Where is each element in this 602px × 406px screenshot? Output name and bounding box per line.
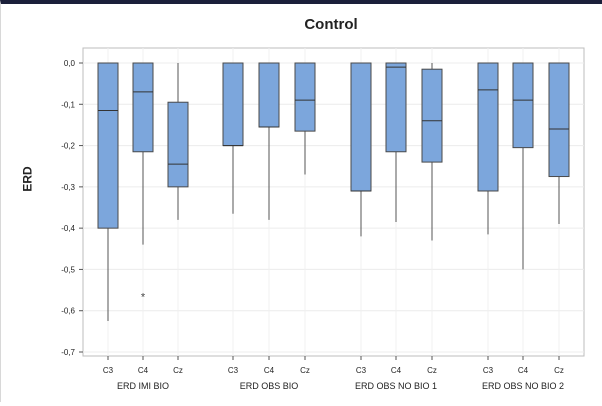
x-tick-label: C3 xyxy=(103,366,114,375)
x-tick-label: C4 xyxy=(138,366,149,375)
group-label: ERD OBS NO BIO 1 xyxy=(355,381,437,391)
box xyxy=(97,62,119,229)
y-tick-label: 0,0 xyxy=(64,59,76,68)
plot-area xyxy=(82,47,585,357)
box xyxy=(294,62,316,132)
box xyxy=(477,62,499,192)
x-tick-label: Cz xyxy=(427,366,437,375)
x-tick-label: C3 xyxy=(228,366,239,375)
box xyxy=(350,62,372,192)
box xyxy=(258,62,280,128)
y-tick-label: -0,1 xyxy=(61,100,75,109)
group-label: ERD OBS NO BIO 2 xyxy=(482,381,564,391)
y-tick-label: -0,3 xyxy=(61,183,75,192)
x-tick-label: Cz xyxy=(300,366,310,375)
y-tick-label: -0,7 xyxy=(61,348,75,357)
x-tick-label: C4 xyxy=(518,366,529,375)
x-tick-label: C4 xyxy=(391,366,402,375)
box xyxy=(167,101,189,188)
group-label: ERD IMI BIO xyxy=(117,381,169,391)
box xyxy=(222,62,244,147)
x-tick-label: Cz xyxy=(554,366,564,375)
box xyxy=(548,62,570,178)
y-tick-label: -0,6 xyxy=(61,307,75,316)
chart-title: Control xyxy=(304,16,358,33)
outlier-point: * xyxy=(141,291,146,303)
x-tick-label: C4 xyxy=(264,366,275,375)
x-tick-label: Cz xyxy=(173,366,183,375)
x-tick-label: C3 xyxy=(483,366,494,375)
box xyxy=(512,62,534,149)
y-tick-label: -0,5 xyxy=(61,265,75,274)
x-tick-label: C3 xyxy=(356,366,367,375)
y-tick-label: -0,4 xyxy=(61,224,75,233)
box xyxy=(132,62,154,153)
box xyxy=(421,68,443,163)
group-label: ERD OBS BIO xyxy=(240,381,299,391)
y-tick-label: -0,2 xyxy=(61,142,75,151)
box xyxy=(385,62,407,153)
boxplot-chart: 0,0-0,1-0,2-0,3-0,4-0,5-0,6-0,7C3*C4 CzER… xyxy=(61,47,585,391)
